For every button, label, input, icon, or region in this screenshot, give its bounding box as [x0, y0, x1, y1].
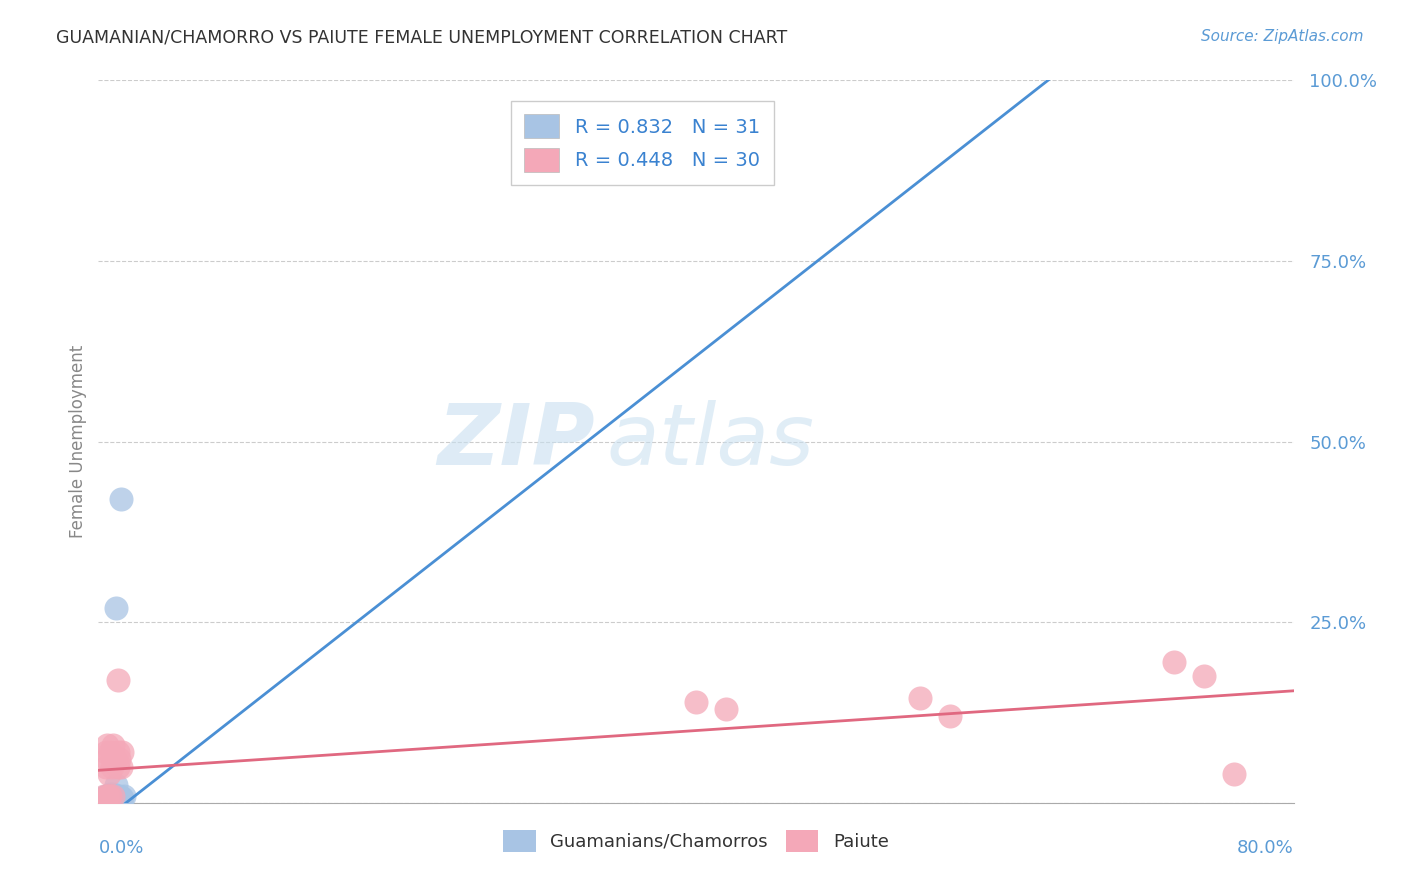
- Point: [1192, 669, 1215, 683]
- Text: atlas: atlas: [606, 400, 814, 483]
- Point: [101, 760, 124, 774]
- Text: 0.0%: 0.0%: [98, 838, 143, 857]
- Point: [94, 760, 117, 774]
- Point: [685, 695, 707, 709]
- Point: [94, 792, 117, 806]
- Point: [103, 789, 125, 803]
- Point: [97, 789, 120, 803]
- Point: [98, 745, 122, 759]
- Point: [93, 792, 115, 806]
- Point: [104, 789, 127, 803]
- Point: [101, 789, 124, 803]
- Point: [104, 752, 127, 766]
- Point: [110, 790, 132, 805]
- Point: [1163, 655, 1185, 669]
- Point: [91, 792, 114, 806]
- Point: [97, 767, 120, 781]
- Point: [105, 792, 128, 806]
- Point: [93, 790, 115, 805]
- Text: GUAMANIAN/CHAMORRO VS PAIUTE FEMALE UNEMPLOYMENT CORRELATION CHART: GUAMANIAN/CHAMORRO VS PAIUTE FEMALE UNEM…: [56, 29, 787, 46]
- Legend: Guamanians/Chamorros, Paiute: Guamanians/Chamorros, Paiute: [496, 822, 896, 859]
- Point: [1223, 767, 1246, 781]
- Point: [111, 745, 134, 759]
- Point: [112, 789, 135, 803]
- Point: [107, 760, 129, 774]
- Point: [103, 791, 125, 805]
- Point: [110, 492, 132, 507]
- Point: [96, 738, 118, 752]
- Point: [91, 793, 114, 807]
- Point: [107, 745, 129, 759]
- Point: [96, 793, 118, 807]
- Point: [96, 791, 118, 805]
- Y-axis label: Female Unemployment: Female Unemployment: [69, 345, 87, 538]
- Point: [96, 789, 118, 803]
- Point: [101, 792, 124, 806]
- Point: [908, 691, 931, 706]
- Point: [108, 752, 131, 766]
- Point: [107, 673, 129, 687]
- Point: [103, 787, 125, 801]
- Point: [97, 794, 120, 808]
- Point: [96, 752, 118, 766]
- Point: [94, 745, 117, 759]
- Point: [98, 791, 122, 805]
- Point: [714, 702, 737, 716]
- Point: [94, 790, 117, 805]
- Point: [939, 709, 962, 723]
- Text: Source: ZipAtlas.com: Source: ZipAtlas.com: [1201, 29, 1364, 44]
- Text: 80.0%: 80.0%: [1237, 838, 1294, 857]
- Point: [96, 790, 118, 805]
- Point: [98, 789, 122, 803]
- Point: [94, 794, 117, 808]
- Point: [105, 778, 128, 792]
- Point: [108, 789, 131, 803]
- Point: [107, 793, 129, 807]
- Point: [104, 792, 127, 806]
- Point: [98, 793, 122, 807]
- Point: [97, 789, 120, 803]
- Point: [105, 600, 128, 615]
- Text: ZIP: ZIP: [437, 400, 595, 483]
- Point: [103, 738, 125, 752]
- Point: [93, 789, 115, 803]
- Point: [94, 789, 117, 803]
- Point: [110, 760, 132, 774]
- Point: [93, 793, 115, 807]
- Point: [98, 787, 122, 801]
- Point: [97, 792, 120, 806]
- Point: [111, 791, 134, 805]
- Point: [107, 789, 129, 803]
